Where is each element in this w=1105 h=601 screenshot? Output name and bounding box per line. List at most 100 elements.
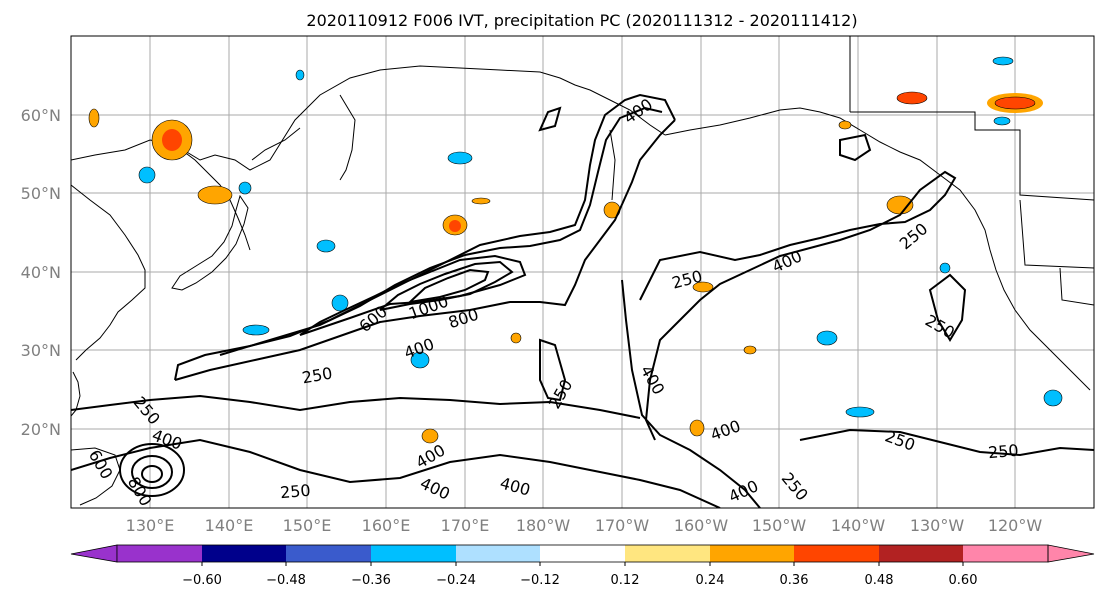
precip-patch-strong [162,129,182,151]
lon-label: 170°E [441,516,490,535]
precip-patch-negative [816,330,838,346]
precip-patch-negative [447,151,473,165]
precip-patch-negative [993,116,1011,126]
precip-patch-negative [410,351,430,369]
colorbar: −0.60 −0.48 −0.36 −0.24 −0.12 0.12 0.24 … [70,544,1095,588]
colorbar-tick-label: 0.60 [949,573,978,588]
colorbar-ticks [201,562,964,566]
ivt-contour-250-tropical [71,394,641,419]
precip-patch-positive [197,185,233,205]
lat-label: 50°N [21,184,61,203]
colorbar-tick-label: −0.12 [520,573,560,588]
colorbar-segment [879,545,964,562]
precip-patch-strong [449,220,461,232]
precip-patch-negative [992,56,1014,66]
precip-patch-positive [88,108,100,128]
border-us-states-2 [1059,267,1094,306]
colorbar-segment [371,545,457,562]
ivt-contour-closed-gulf [839,133,872,162]
borders [849,36,1094,306]
lon-labels: 130°E 140°E 150°E 160°E 170°E 180°W 170°… [126,516,1043,535]
map-frame [70,35,1095,509]
colorbar-extend-high [1047,544,1095,563]
precip-patch-negative [939,262,951,274]
lon-label: 170°W [595,516,650,535]
lat-labels: 60°N 50°N 40°N 30°N 20°N [21,106,61,439]
ivt-contour-1000 [406,268,490,304]
precip-patch-negative [1043,389,1063,407]
border-us-states-1 [1019,199,1094,269]
map-title: 2020110912 F006 IVT, precipitation PC (2… [306,11,857,30]
colorbar-extend-low [70,544,118,563]
precip-patch-strong [994,96,1036,110]
ivt-contour-typhoon-outer [118,443,186,497]
colorbar-tick-label: 0.36 [780,573,809,588]
precip-patch-negative [316,239,336,253]
colorbar-tick-label: −0.60 [182,573,222,588]
lon-label: 140°E [205,516,254,535]
lon-label: 180°W [516,516,571,535]
lon-label: 160°W [674,516,729,535]
ivt-contour-closed-bering [538,106,562,132]
coastline-taiwan [71,371,81,417]
colorbar-segment [117,545,202,562]
coastline-kamchatka [339,94,356,181]
lat-label: 40°N [21,263,61,282]
colorbar-segment [710,545,795,562]
coastline-alaska-peninsula [609,129,616,201]
colorbar-outline [116,544,1049,563]
ivt-contour-400-east [621,279,761,508]
ivt-contour-250-east [639,170,957,441]
ivt-contour-typhoon-mid [130,455,174,489]
colorbar-tick-label: 0.24 [696,573,725,588]
ivt-contour-600 [299,254,527,336]
colorbar-tick-label: −0.36 [351,573,391,588]
lat-label: 20°N [21,420,61,439]
precip-patch-negative [331,294,349,312]
contour-label: 250 [987,441,1019,463]
lon-label: 150°W [752,516,807,535]
lon-label: 120°W [988,516,1043,535]
colorbar-tick-label: 0.12 [611,573,640,588]
colorbar-tick-label: −0.48 [266,573,306,588]
precipitation-patches [88,56,1063,444]
precip-patch-negative [138,166,156,184]
precip-patch-positive [692,281,714,293]
lon-label: 140°W [831,516,886,535]
colorbar-segment [540,545,626,562]
lon-label: 130°W [910,516,965,535]
coastline-japan [171,194,249,291]
border-canada [850,111,1094,201]
ivt-contour-typhoon-inner [140,465,164,483]
ivt-contours [71,93,1094,508]
precip-patch-positive [838,120,852,130]
contour-label: 250 [279,481,311,503]
precip-patch-negative [295,69,305,81]
ivt-contour-250-southeast [799,428,1094,457]
lon-label: 130°E [126,516,175,535]
colorbar-tick-label: −0.24 [436,573,476,588]
colorbar-segment [625,545,711,562]
precip-patch-positive [510,332,522,344]
lon-label: 150°E [283,516,332,535]
colorbar-segment [456,545,541,562]
ivt-contour-400 [219,106,663,356]
colorbar-segment [794,545,880,562]
lat-label: 30°N [21,341,61,360]
coastline-okhotsk [251,127,301,161]
colorbar-segment [202,545,287,562]
colorbar-tick-label: 0.48 [865,573,894,588]
ivt-contour-250-closed [539,338,567,402]
coastline-korea-china [71,184,146,361]
precip-patch-positive [471,197,491,205]
colorbar-segment [286,545,372,562]
lon-label: 160°E [362,516,411,535]
ivt-contour-400-tropical [71,438,721,508]
colorbar-tick-labels: −0.60 −0.48 −0.36 −0.24 −0.12 0.12 0.24 … [182,573,977,588]
ivt-contour-800 [379,260,514,311]
precip-patch-positive [743,345,757,355]
precip-patch-strong [896,91,928,105]
precip-patch-positive [421,428,439,444]
ivt-contour-250-south [174,119,676,381]
